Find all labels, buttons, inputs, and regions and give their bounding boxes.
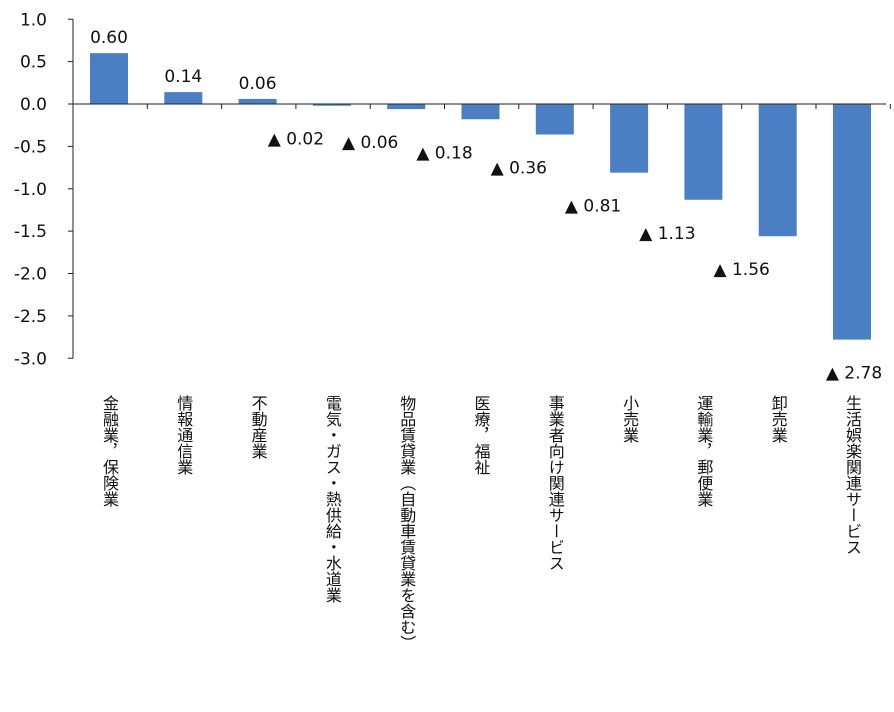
category-label: 情報通信業 xyxy=(174,395,194,475)
bar xyxy=(610,104,649,173)
bars xyxy=(90,53,871,340)
y-tick-label: -2.0 xyxy=(14,265,47,285)
y-tick-label: -1.5 xyxy=(14,222,47,242)
category-label: 不動産業 xyxy=(248,395,268,459)
bar xyxy=(758,104,797,237)
y-tick-label: 0.0 xyxy=(20,95,47,115)
bar xyxy=(461,104,500,120)
bar xyxy=(684,104,723,200)
category-label: 物品賃貸業（自動車賃貸業を含む） xyxy=(397,395,417,651)
bar xyxy=(535,104,574,135)
bar xyxy=(833,104,871,340)
bar xyxy=(312,104,351,106)
category-label: 生活娯楽関連サービス xyxy=(843,395,862,555)
category-label: 医療，福祉 xyxy=(471,395,491,475)
category-label: 電気・ガス・熱供給・水道業 xyxy=(322,395,342,603)
data-label: 0.14 xyxy=(164,67,202,87)
data-label: ▲ 0.36 xyxy=(491,159,547,179)
category-label: 事業者向け関連サービス xyxy=(545,395,565,571)
y-tick-label: -2.5 xyxy=(14,307,47,327)
y-axis: 1.0 0.5 0.0 -0.5 -1.0 -1.5 -2.0 -2.5 -3.0 xyxy=(14,10,74,369)
bar xyxy=(90,53,128,104)
y-tick-label: 0.5 xyxy=(20,53,47,73)
y-tick-label: 1.0 xyxy=(20,10,47,30)
y-tick-label: -3.0 xyxy=(14,349,47,369)
data-label: ▲ 0.02 xyxy=(268,130,324,150)
category-label: 卸売業 xyxy=(768,395,788,443)
data-label: ▲ 0.18 xyxy=(416,143,472,163)
data-label: ▲ 0.81 xyxy=(565,197,621,217)
data-labels: 0.60 0.14 0.06 ▲ 0.02 ▲ 0.06 ▲ 0.18 ▲ 0.36 ▲ 0.… xyxy=(90,28,882,383)
x-axis xyxy=(72,103,891,109)
data-label: ▲ 1.13 xyxy=(639,224,695,244)
category-label: 運輸業，郵便業 xyxy=(694,395,714,507)
data-label: 0.06 xyxy=(239,74,277,94)
bar xyxy=(238,98,277,104)
data-label: ▲ 2.78 xyxy=(826,364,882,384)
data-label: ▲ 1.56 xyxy=(714,260,770,280)
bar xyxy=(387,104,426,110)
category-label: 小売業 xyxy=(620,395,640,443)
y-tick-label: -0.5 xyxy=(14,137,47,157)
data-label: ▲ 0.06 xyxy=(342,133,398,153)
y-tick-label: -1.0 xyxy=(14,180,47,200)
category-label: 金融業，保険業 xyxy=(100,395,119,507)
bar xyxy=(164,92,203,104)
data-label: 0.60 xyxy=(90,28,128,48)
